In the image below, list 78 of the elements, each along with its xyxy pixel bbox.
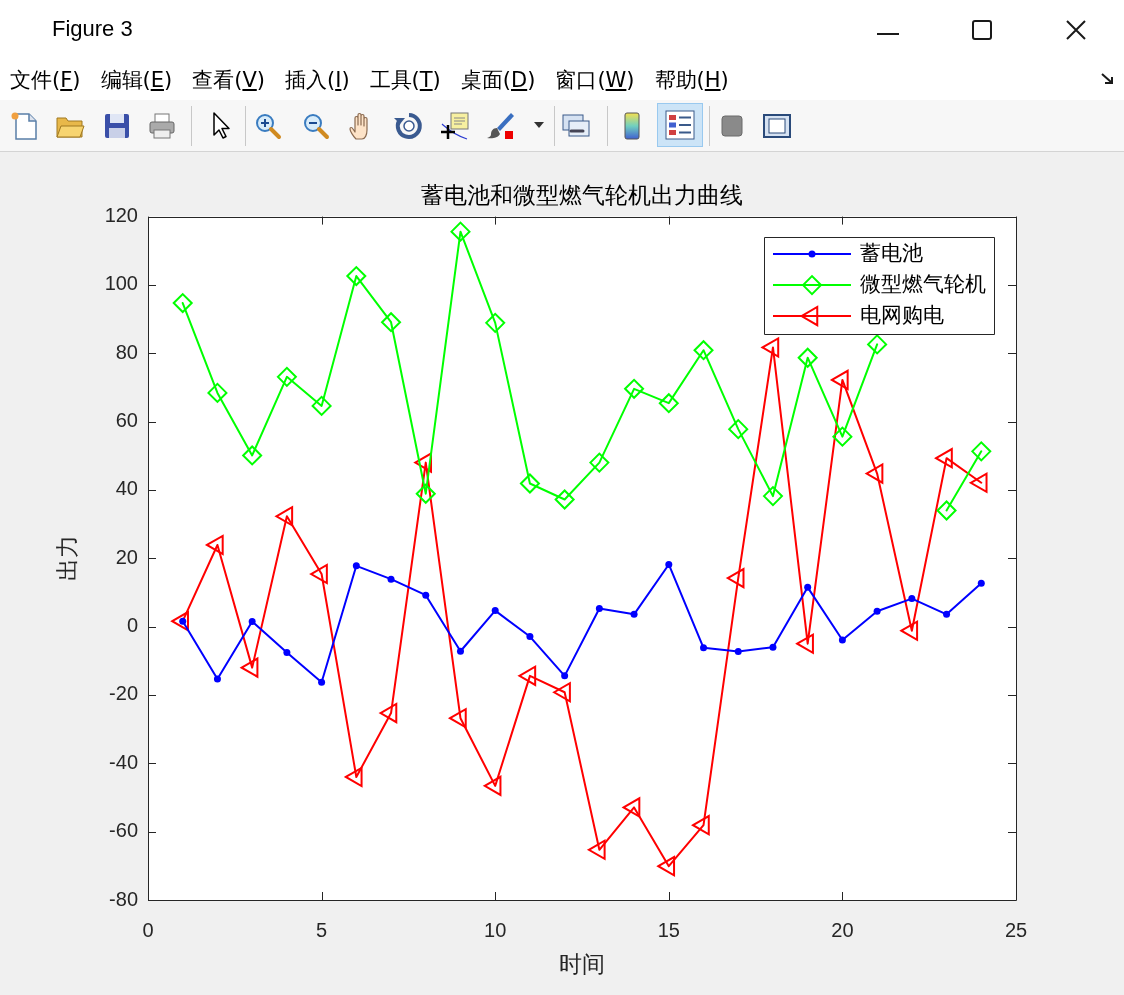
- y-axis-title: 出力: [54, 535, 80, 582]
- point: [450, 221, 471, 242]
- point: [908, 595, 916, 603]
- point: [248, 618, 256, 626]
- point: [762, 486, 783, 507]
- point: [971, 441, 992, 462]
- x-tick-label: 20: [831, 918, 854, 941]
- text: 帮助(H): [654, 68, 729, 92]
- chart-title: 蓄电池和微型燃气轮机出力曲线: [421, 182, 743, 208]
- point: [589, 452, 610, 473]
- point: [561, 672, 569, 680]
- point: [700, 644, 708, 652]
- legend-label: 微型燃气轮机: [860, 271, 986, 296]
- point: [276, 366, 297, 387]
- point: [318, 678, 326, 686]
- point: [943, 610, 951, 618]
- y-tick-label: -80: [109, 887, 138, 910]
- point: [797, 347, 818, 368]
- point: [873, 607, 881, 615]
- x-tick-label: 15: [657, 918, 680, 941]
- point: [213, 675, 221, 683]
- y-tick-label: 100: [104, 272, 138, 295]
- point: [804, 583, 812, 591]
- point: [554, 489, 575, 510]
- x-tick-label: 0: [142, 918, 154, 941]
- point: [519, 473, 540, 494]
- text: 编辑(E): [100, 68, 173, 92]
- x-axis-title: 时间: [559, 952, 605, 978]
- point: [838, 636, 846, 644]
- legend-label: 蓄电池: [860, 240, 923, 265]
- x-tick-label: 25: [1004, 918, 1028, 941]
- point: [624, 378, 645, 399]
- point: [936, 500, 957, 521]
- point: [977, 579, 985, 587]
- point: [346, 266, 367, 287]
- point: [352, 562, 360, 570]
- point: [415, 483, 436, 504]
- y-tick-label: 40: [115, 477, 138, 500]
- text: 插入(I): [284, 68, 350, 92]
- text: 查看(V): [192, 68, 265, 92]
- y-tick-label: 120: [104, 204, 138, 227]
- point: [485, 312, 506, 333]
- point: [283, 649, 291, 657]
- point: [491, 607, 499, 615]
- point: [242, 445, 263, 466]
- point: [422, 591, 430, 599]
- point: [734, 648, 742, 656]
- y-tick-label: 20: [115, 545, 138, 568]
- point: [207, 382, 228, 403]
- y-tick-label: 60: [115, 409, 138, 432]
- point: [526, 633, 534, 641]
- text: 文件(F): [10, 68, 81, 92]
- point: [867, 334, 888, 355]
- legend-label: 电网购电: [860, 302, 944, 327]
- caption: Figure 3: [52, 16, 133, 42]
- point: [595, 605, 603, 613]
- point: [832, 426, 853, 447]
- point: [769, 643, 777, 651]
- point: [172, 293, 193, 314]
- point: [728, 419, 749, 440]
- text: 工具(T): [369, 68, 441, 92]
- y-tick-label: -20: [109, 682, 138, 705]
- x-tick-label: 10: [484, 918, 507, 941]
- point: [693, 340, 714, 361]
- point: [665, 560, 673, 568]
- y-tick-label: -40: [109, 750, 138, 773]
- point: [456, 647, 464, 655]
- y-tick-label: 80: [115, 340, 138, 363]
- text: 桌面(D): [460, 68, 536, 92]
- point: [630, 610, 638, 618]
- y-tick-label: -60: [109, 819, 138, 842]
- point: [387, 575, 395, 583]
- x-tick-label: 5: [316, 918, 328, 941]
- text: 窗口(W): [555, 68, 635, 92]
- point: [658, 393, 679, 414]
- point: [381, 312, 402, 333]
- y-tick-label: 0: [126, 614, 138, 637]
- point: [311, 395, 332, 416]
